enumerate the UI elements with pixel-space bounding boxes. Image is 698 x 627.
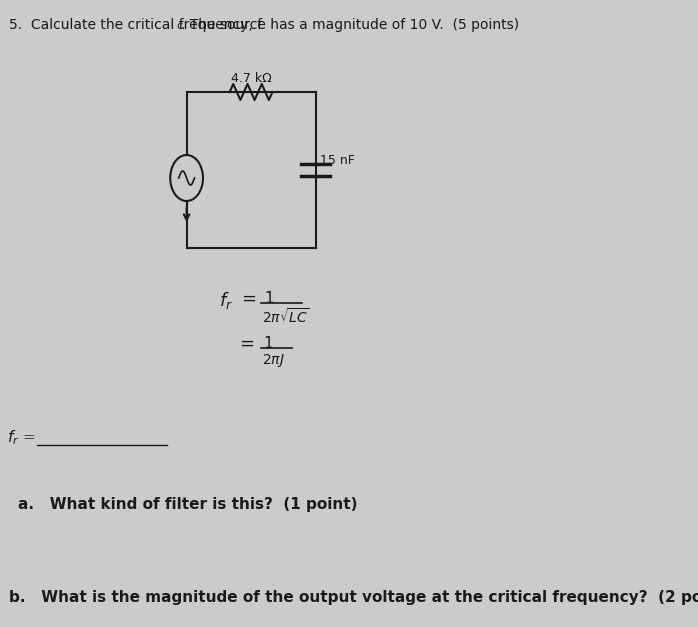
Text: . The source has a magnitude of 10 V.  (5 points): . The source has a magnitude of 10 V. (5…: [181, 18, 519, 32]
Text: 5.  Calculate the critical frequency, f: 5. Calculate the critical frequency, f: [8, 18, 262, 32]
Text: =: =: [241, 290, 255, 308]
Text: 15 nF: 15 nF: [320, 154, 355, 167]
Text: 1: 1: [265, 291, 274, 306]
Text: b.   What is the magnitude of the output voltage at the critical frequency?  (2 : b. What is the magnitude of the output v…: [8, 590, 698, 605]
Text: a.   What kind of filter is this?  (1 point): a. What kind of filter is this? (1 point…: [18, 497, 357, 512]
Text: =: =: [239, 335, 254, 353]
Text: $f_r$ =: $f_r$ =: [7, 428, 36, 446]
Text: $2\pi\sqrt{LC}$: $2\pi\sqrt{LC}$: [262, 307, 310, 326]
Text: 1: 1: [263, 336, 273, 351]
Text: $f_r$: $f_r$: [219, 290, 234, 311]
Text: c: c: [176, 21, 182, 31]
Text: $2\pi J$: $2\pi J$: [262, 352, 285, 369]
Text: 4.7 kΩ: 4.7 kΩ: [231, 72, 272, 85]
